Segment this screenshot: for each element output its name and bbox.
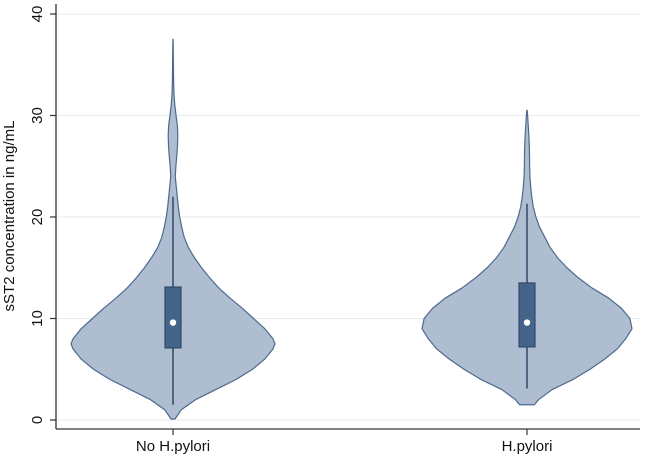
x-tick-label-hpylori: H.pylori (502, 438, 553, 455)
y-tick-label-0: 0 (29, 416, 46, 424)
median-marker-no-hpylori (169, 319, 177, 326)
median-marker-hpylori (523, 319, 531, 326)
iqr-box-hpylori (518, 282, 536, 348)
y-axis-title: sST2 concentration in ng/mL (1, 121, 18, 312)
y-tick-label-30: 30 (29, 107, 46, 124)
axes: 0 10 20 30 40 No H.pylori H.pylori (29, 4, 640, 455)
x-tick-label-no-hpylori: No H.pylori (136, 438, 210, 455)
violins (70, 38, 633, 420)
y-tick-label-40: 40 (29, 6, 46, 23)
y-tick-label-10: 10 (29, 310, 46, 327)
iqr-box-no-hpylori (164, 286, 182, 349)
y-tick-label-20: 20 (29, 209, 46, 226)
